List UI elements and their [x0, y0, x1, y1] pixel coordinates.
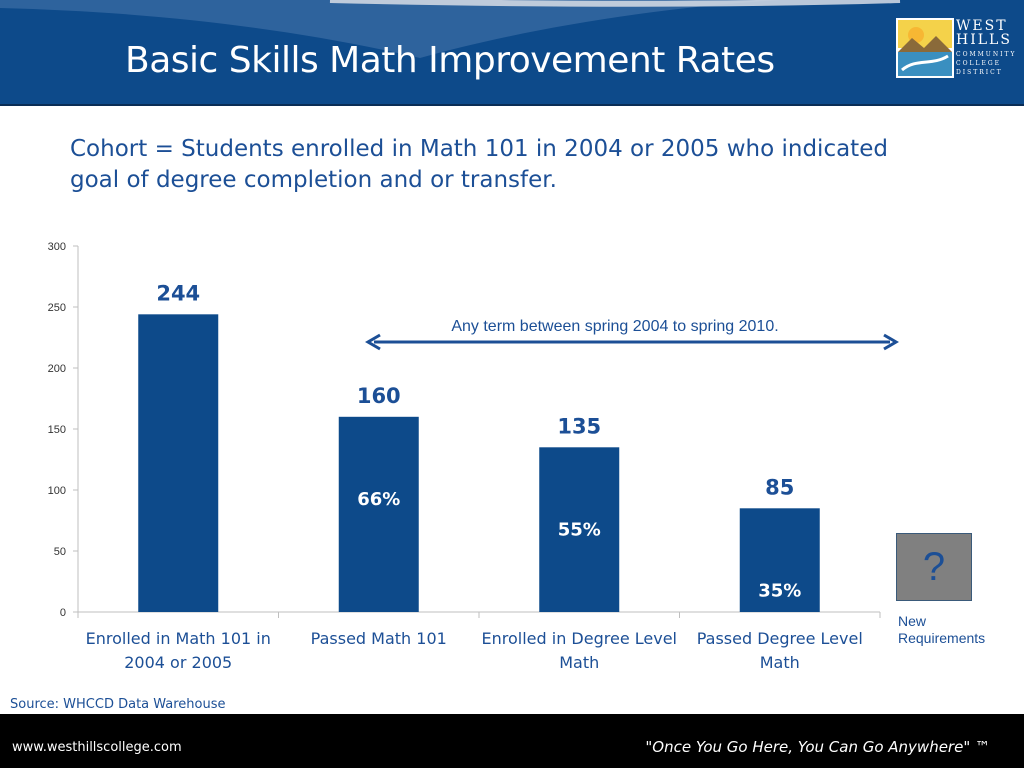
logo-text-community: COMMUNITY	[956, 51, 1017, 58]
category-label: Math	[559, 653, 599, 672]
category-label: Passed Degree Level	[697, 629, 863, 648]
y-tick-label: 100	[48, 485, 66, 497]
category-label: 2004 or 2005	[124, 653, 232, 672]
new-requirements-line1: New	[898, 613, 927, 629]
y-tick-label: 0	[60, 607, 66, 619]
y-tick-label: 250	[48, 302, 66, 314]
logo-text-west: WEST	[956, 18, 1008, 34]
bar	[338, 416, 419, 612]
source-note: Source: WHCCD Data Warehouse	[10, 697, 226, 712]
bar-value-label: 85	[765, 475, 794, 499]
logo-text-district: DISTRICT	[956, 69, 1003, 76]
y-tick-label: 200	[48, 363, 66, 375]
left-arrowhead-icon	[365, 333, 381, 351]
college-logo: WEST HILLS COMMUNITY COLLEGE DISTRICT	[896, 18, 1014, 78]
footer-url-link[interactable]: www.westhillscollege.com	[12, 740, 182, 755]
bar-percent-label: 66%	[357, 489, 400, 510]
category-label: Math	[760, 653, 800, 672]
logo-text-hills: HILLS	[956, 32, 1012, 48]
category-label: Passed Math 101	[311, 629, 447, 648]
category-label: Enrolled in Math 101 in	[86, 629, 271, 648]
bar	[138, 314, 219, 612]
footer-tagline: "Once You Go Here, You Can Go Anywhere" …	[645, 738, 990, 756]
cohort-description: Cohort = Students enrolled in Math 101 i…	[70, 136, 888, 193]
bar	[739, 508, 820, 612]
category-label: Enrolled in Degree Level	[482, 629, 677, 648]
annotation-text: Any term between spring 2004 to spring 2…	[451, 318, 778, 335]
header-swoosh	[0, 0, 901, 58]
y-tick-label: 300	[48, 241, 66, 253]
right-arrowhead-icon	[883, 333, 899, 351]
footer-bar: www.westhillscollege.com "Once You Go He…	[0, 714, 1024, 768]
new-requirements-line2: Requirements	[898, 630, 986, 646]
bar-value-label: 244	[156, 281, 200, 305]
bar	[539, 447, 620, 612]
bar-value-label: 160	[357, 384, 401, 408]
question-mark-box: ?	[896, 533, 972, 601]
y-tick-label: 150	[48, 424, 66, 436]
new-requirements-label: New Requirements	[898, 613, 985, 647]
logo-text-college: COLLEGE	[956, 60, 1002, 67]
page-title: Basic Skills Math Improvement Rates	[125, 40, 775, 81]
y-tick-label: 50	[54, 546, 66, 558]
bar-chart: 0 50 100 150 200 250 300 244 Enrolled in Math 10…	[48, 241, 899, 672]
header-banner: Basic Skills Math Improvement Rates WEST…	[0, 0, 1024, 106]
bar-percent-label: 55%	[558, 519, 601, 540]
bar-value-label: 135	[557, 414, 601, 438]
mountain-logo-icon	[896, 18, 954, 78]
bar-percent-label: 35%	[758, 580, 801, 601]
